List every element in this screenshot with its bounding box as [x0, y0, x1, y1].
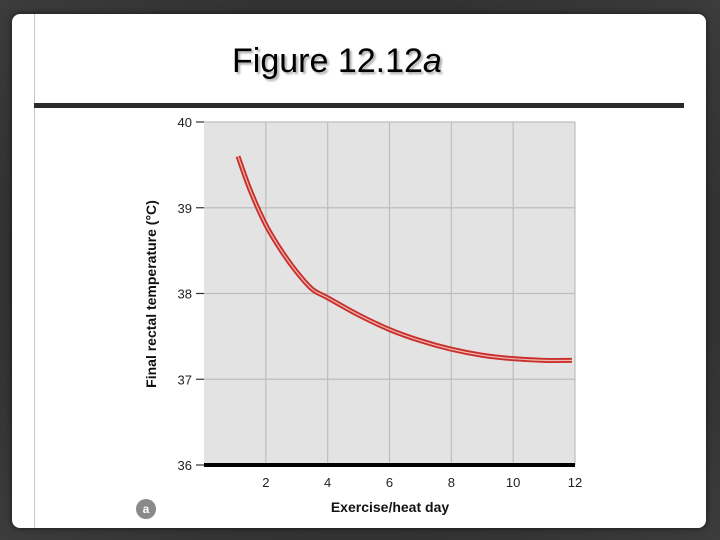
y-axis-label: Final rectal temperature (°C) — [143, 200, 159, 388]
y-tick-label: 40 — [178, 115, 192, 130]
y-tick-label: 39 — [178, 201, 192, 216]
x-tick-label: 12 — [568, 475, 582, 490]
x-tick-label: 6 — [386, 475, 393, 490]
x-tick-label: 10 — [506, 475, 520, 490]
series-group — [235, 155, 572, 364]
grid — [204, 121, 576, 465]
panel-badge: a — [136, 499, 156, 519]
y-tick-label: 38 — [178, 287, 192, 302]
y-tick-label: 37 — [178, 372, 192, 387]
left-rule — [34, 14, 35, 528]
slide-title-suffix: a — [422, 42, 442, 80]
title-rule — [34, 103, 684, 108]
x-ticks: 2 4 6 8 10 12 — [262, 475, 582, 490]
x-tick-label: 2 — [262, 475, 269, 490]
x-axis-label: Exercise/heat day — [331, 499, 450, 515]
slide-title-main: Figure 12.12 — [232, 42, 423, 80]
x-tick-label: 4 — [324, 475, 331, 490]
y-tick-label: 36 — [178, 458, 192, 473]
series-line-highlight — [237, 156, 572, 362]
x-tick-label: 8 — [448, 475, 455, 490]
slide-title: Figure 12.12a — [232, 42, 442, 81]
panel-badge-label: a — [143, 502, 150, 516]
y-ticks: 36 37 38 39 40 — [178, 115, 204, 473]
